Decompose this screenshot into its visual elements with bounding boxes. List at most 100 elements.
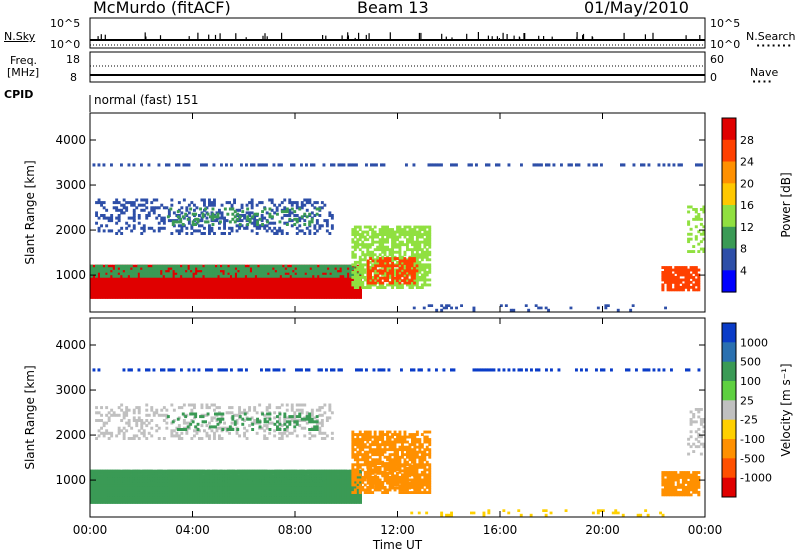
echo-cell [218, 226, 221, 230]
echo-cell [114, 493, 118, 497]
echo-cell [144, 274, 148, 278]
cpid-label: CPID [4, 88, 34, 101]
echo-cell [361, 263, 365, 267]
echo-cell [117, 281, 121, 285]
echo-cell [274, 484, 278, 487]
echo-cell [127, 274, 131, 278]
echo-cell [299, 493, 303, 497]
echo-cell [214, 291, 218, 295]
echo-cell [418, 276, 422, 279]
echo-cell [112, 293, 116, 297]
echo-cell [316, 281, 320, 285]
echo-cell [291, 484, 295, 487]
echo-cell [423, 233, 427, 236]
echo-cell [243, 214, 246, 217]
echo-cell [408, 273, 412, 277]
echo-cell [415, 248, 419, 252]
echo-cell [319, 284, 323, 287]
echo-cell [184, 279, 188, 282]
echo-cell [132, 272, 136, 276]
echo-cell [152, 486, 156, 490]
echo-cell [321, 493, 325, 497]
echo-cell [242, 491, 245, 495]
echo-cell [405, 163, 408, 167]
echo-cell [256, 220, 259, 224]
echo-cell [157, 274, 161, 278]
echo-cell [495, 163, 498, 167]
echo-cell [254, 276, 258, 280]
echo-cell [224, 498, 228, 502]
echo-cell [142, 284, 146, 287]
echo-cell [314, 293, 318, 297]
echo-cell [383, 257, 387, 260]
echo-cell [107, 284, 111, 287]
echo-cell [666, 288, 670, 292]
echo-cell [309, 296, 313, 299]
echo-cell [666, 268, 670, 272]
echo-cell [117, 296, 121, 299]
echo-cell [418, 263, 422, 267]
echo-cell [274, 272, 278, 276]
echo-cell [354, 293, 357, 297]
echo-cell [184, 486, 188, 490]
echo-cell [684, 266, 688, 269]
echo-cell [344, 264, 348, 268]
echo-cell [224, 284, 228, 287]
echo-cell [304, 491, 308, 495]
echo-cell [109, 498, 113, 502]
echo-cell [692, 283, 696, 287]
echo-cell [213, 219, 216, 223]
echo-cell [684, 278, 688, 282]
echo-cell [167, 264, 171, 268]
echo-cell [405, 264, 409, 268]
echo-cell [227, 288, 230, 292]
echo-cell [269, 279, 273, 282]
echo-cell [255, 232, 259, 235]
echo-cell [208, 229, 211, 233]
echo-cell [358, 260, 362, 264]
echo-cell [406, 245, 409, 249]
echo-cell [232, 264, 235, 268]
echo-cell [264, 291, 268, 295]
echo-cell [276, 276, 280, 280]
echo-cell [217, 286, 220, 290]
echo-cell [227, 296, 230, 299]
echo-cell [171, 223, 175, 226]
echo-cell [100, 489, 103, 492]
echo-cell [428, 278, 432, 282]
echo-cell [376, 281, 380, 284]
echo-cell [331, 296, 335, 299]
echo-cell [247, 481, 250, 485]
echo-cell [95, 272, 98, 276]
echo-cell [220, 211, 224, 215]
echo-cell [252, 493, 255, 497]
echo-cell [657, 163, 661, 167]
echo-cell [410, 276, 414, 280]
echo-cell [105, 486, 108, 490]
echo-cell [398, 235, 402, 239]
echo-cell [110, 229, 114, 233]
echo-cell [373, 258, 377, 262]
echo-cell [124, 286, 128, 290]
echo-cell [587, 163, 591, 167]
echo-cell [373, 225, 377, 229]
echo-cell [109, 293, 113, 297]
echo-cell [197, 486, 201, 490]
echo-cell [669, 285, 673, 289]
echo-cell [169, 493, 173, 497]
colorbar-tick-label: 28 [740, 134, 754, 147]
echo-cell [217, 279, 220, 282]
echo-cell [279, 486, 283, 490]
echo-cell [240, 219, 244, 223]
echo-cell [425, 258, 429, 262]
echo-cell [406, 240, 409, 244]
echo-cell [109, 296, 113, 299]
echo-cell [264, 274, 268, 278]
echo-cell [381, 250, 385, 254]
freq-unit-label: [MHz] [7, 66, 40, 79]
echo-cell [246, 223, 250, 226]
echo-cell [228, 207, 232, 211]
echo-cell [361, 283, 365, 287]
echo-cell [187, 221, 191, 225]
echo-cell [403, 259, 407, 263]
